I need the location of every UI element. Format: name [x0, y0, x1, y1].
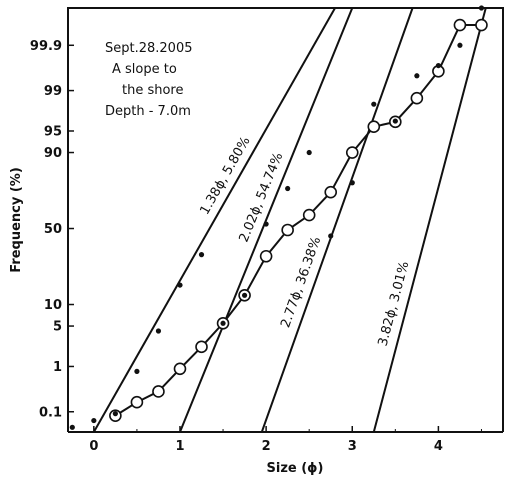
data-point-open: [367, 120, 381, 134]
data-point-open: [453, 18, 467, 32]
x-tick-label: 2: [262, 439, 271, 454]
x-axis: 0 1 2 3 4: [89, 426, 482, 454]
plot-frame: [67, 7, 504, 433]
data-point-dot: [155, 328, 162, 334]
y-tick-label: 5: [53, 320, 62, 335]
fit-line: [92, 8, 336, 432]
annotation: Sept.28.2005 A slope to the shore Depth …: [105, 41, 193, 119]
x-tick-label: 0: [89, 439, 98, 454]
data-point-dot: [112, 411, 118, 417]
data-point-dot: [263, 221, 269, 227]
y-axis-label: Frequency (%): [9, 167, 24, 273]
annotation-line: Depth - 7.0m: [105, 104, 191, 119]
annotation-line: the shore: [122, 83, 184, 98]
fit-line-label: 1.38ϕ, 5.80%: [197, 134, 253, 217]
series-markers: [69, 5, 488, 430]
fit-lines: [92, 8, 487, 432]
y-tick-label: 1: [53, 360, 62, 375]
data-point-open: [281, 223, 294, 237]
data-point-dot: [241, 292, 248, 298]
data-point-dot: [91, 417, 97, 424]
fit-line-label: 2.77ϕ, 36.38%: [278, 235, 324, 330]
data-point-dot: [177, 282, 183, 288]
y-tick-label: 10: [44, 298, 62, 313]
data-point-dot: [392, 118, 398, 124]
fit-line: [260, 8, 414, 432]
data-point-dot: [220, 320, 226, 326]
data-point-dot: [198, 252, 205, 258]
data-point-dot: [285, 185, 291, 192]
data-point-open: [173, 362, 187, 376]
y-tick-label: 99: [44, 84, 62, 99]
y-tick-label: 0.1: [39, 405, 62, 420]
y-tick-label: 50: [44, 222, 62, 237]
fit-line: [372, 8, 487, 432]
data-point-open: [302, 208, 316, 222]
y-axis: 0.1 1 5 10 50 90 95 99 99.9: [30, 39, 74, 420]
data-point-dot: [414, 73, 420, 79]
data-point-dot: [69, 424, 75, 430]
data-point-dot: [478, 5, 485, 11]
data-point-dot: [371, 101, 377, 107]
data-point-dot: [457, 42, 463, 48]
y-tick-label: 90: [44, 146, 62, 161]
annotation-line: Sept.28.2005: [105, 41, 193, 56]
data-point-dot: [349, 180, 355, 186]
data-point-open: [130, 395, 144, 409]
data-point-open: [152, 385, 165, 398]
data-point-dot: [328, 233, 334, 239]
x-axis-label: Size (ϕ): [267, 461, 324, 476]
y-tick-label: 99.9: [30, 39, 62, 54]
data-point-open: [259, 249, 273, 263]
x-tick-label: 1: [175, 439, 184, 454]
plot-border: [67, 7, 504, 432]
data-point-dot: [306, 149, 312, 156]
fit-line: [179, 8, 354, 432]
data-point-open: [195, 340, 208, 354]
data-point-dot: [435, 62, 441, 69]
x-tick-label: 3: [348, 439, 357, 454]
data-point-open: [324, 185, 338, 199]
annotation-line: A slope to: [112, 62, 177, 77]
data-point-open: [475, 18, 488, 32]
x-tick-label: 4: [434, 439, 443, 454]
y-tick-label: 95: [44, 124, 62, 139]
data-point-open: [345, 146, 359, 159]
data-point-dot: [134, 368, 140, 374]
data-point-open: [410, 91, 424, 105]
